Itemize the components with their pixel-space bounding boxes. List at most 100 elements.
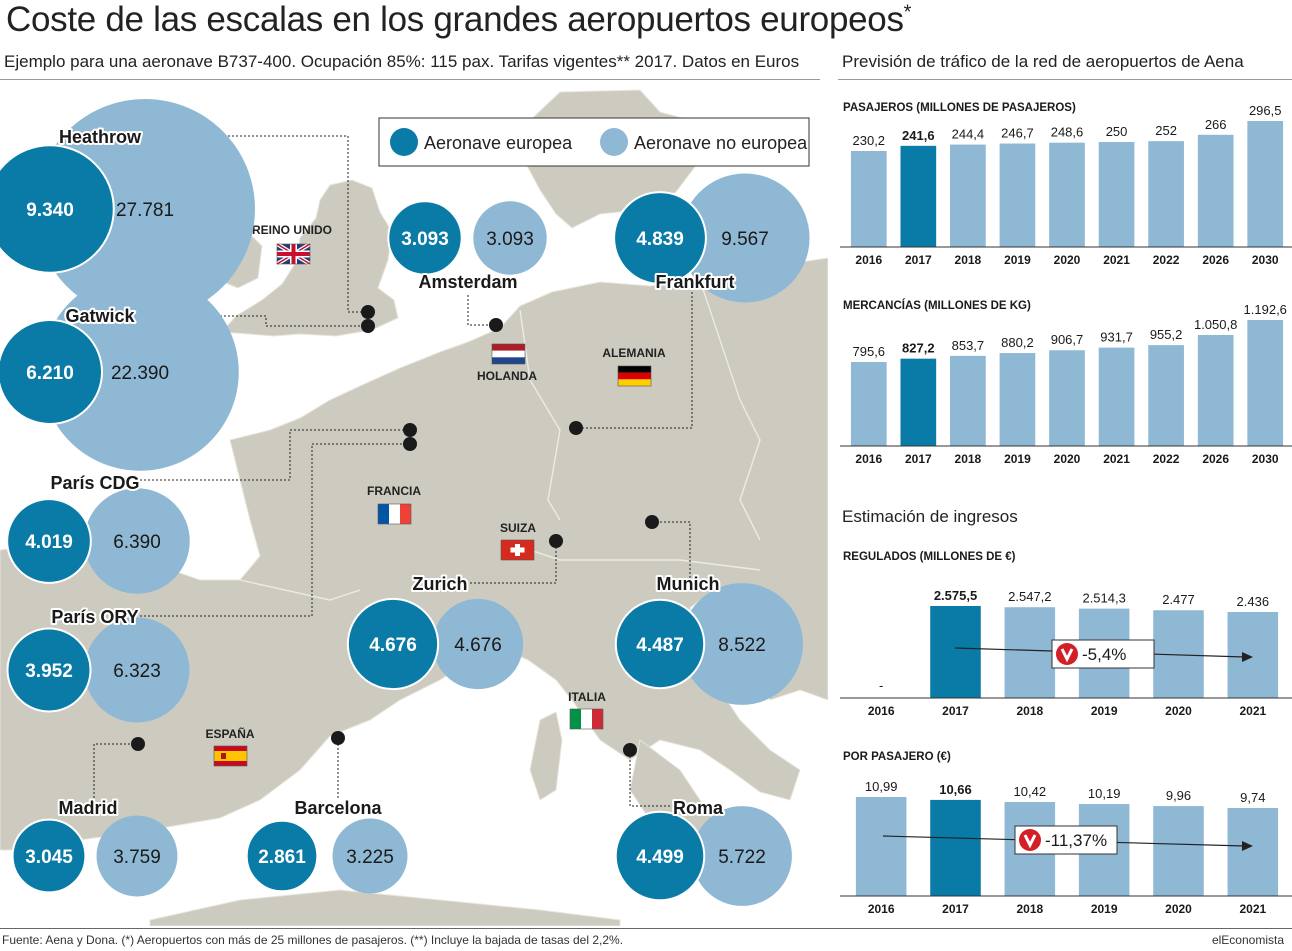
chart-mercancias-value-2017: 827,2 (902, 341, 935, 356)
bubble-non-european-frankfurt (680, 173, 810, 303)
bubble-non-european-zurich (432, 598, 524, 690)
dot-parisory (403, 437, 417, 451)
country-label-uk: REINO UNIDO (252, 223, 332, 237)
chart-regulados-trend-label: -5,4% (1082, 645, 1126, 664)
chart-regulados-value-2016: - (879, 678, 883, 693)
arrow-right-icon (1242, 652, 1253, 662)
chart-pasajeros-category-2016: 2016 (855, 253, 882, 267)
bubble-non-european-label-roma: 5.722 (718, 847, 766, 868)
chart-mercancias: MERCANCÍAS (MILLONES DE KG) 795,6 2016 827,… (840, 299, 1292, 466)
chart-mercancias-bar-2016 (850, 362, 887, 446)
leader-amsterdam (467, 295, 496, 326)
airport-parsory: 6.323 3.952 París ORY (6, 605, 190, 723)
bubble-european-label-zurich: 4.676 (369, 635, 417, 656)
bubble-european-label-heathrow: 9.340 (26, 200, 74, 221)
chart-pasajeros-category-2019: 2019 (1004, 253, 1031, 267)
country-de-flag-icon (617, 365, 652, 387)
bubble-non-european-label-frankfurt: 9.567 (721, 229, 769, 250)
chart-mercancias-value-2018: 853,7 (952, 338, 985, 353)
dot-heathrow (361, 305, 375, 319)
border-de-east (699, 279, 761, 541)
chart-mercancias-category-2030: 2030 (1252, 452, 1279, 466)
dot-frankfurt (569, 421, 583, 435)
down-arrow-icon (1056, 643, 1078, 665)
chart-pasajeros-bar-2021 (1098, 142, 1135, 247)
footer-divider (0, 928, 1292, 929)
chart-regulados-value-2020: 2.477 (1162, 592, 1195, 607)
chart-pasajeros-value-2016: 230,2 (853, 133, 886, 148)
airport-madrid: 3.759 3.045 Madrid (11, 796, 178, 897)
bubble-layer: 27.781 9.340 Heathrow 22.390 6.210 Gatwick 6.3… (0, 99, 810, 906)
bubble-european-munich (614, 598, 706, 690)
bubble-non-european-roma (692, 806, 792, 906)
legend-non-european-swatch (600, 128, 628, 156)
bubble-non-european-label-parsory: 6.323 (113, 661, 161, 682)
legend: Aeronave europea Aeronave no europea (378, 117, 810, 167)
chart-pasajeros-value-2022: 252 (1155, 123, 1177, 138)
chart-mercancias-bar-2018 (950, 355, 986, 446)
bubble-european-madrid (11, 818, 87, 894)
chart-porpasajero-trend: -11,37% (882, 825, 1253, 855)
bubble-non-european-label-madrid: 3.759 (113, 847, 161, 868)
bubble-european-roma (614, 810, 706, 902)
chart-mercancias-value-2030: 1.192,6 (1244, 302, 1287, 317)
country-nl-flag-icon (491, 343, 526, 365)
airport-amsterdam: 3.093 3.093 Amsterdam (387, 200, 547, 294)
chart-regulados-category-2021: 2021 (1239, 704, 1266, 718)
dot-amsterdam (489, 318, 503, 332)
chart-mercancias-title: MERCANCÍAS (MILLONES DE KG) (843, 299, 1031, 312)
title-divider (0, 79, 820, 80)
traffic-section-title: Previsión de tráfico de la red de aeropu… (842, 52, 1244, 71)
country-uk-flag-icon (275, 242, 312, 266)
leader-roma (629, 750, 674, 807)
map-africa (149, 889, 621, 926)
bubble-european-label-roma: 4.499 (636, 847, 684, 868)
chart-pasajeros-bar-2030 (1247, 121, 1284, 247)
bubble-european-label-barcelona: 2.861 (258, 847, 306, 868)
chart-pasajeros-bar-2017 (900, 145, 937, 247)
map-sardinia (529, 711, 563, 801)
chart-porpasajero-category-2021: 2021 (1239, 902, 1266, 916)
legend-european-swatch (390, 128, 418, 156)
country-it-flag-icon (569, 708, 604, 730)
chart-porpasajero-value-2020: 9,96 (1166, 788, 1191, 803)
chart-porpasajero-title: POR PASAJERO (€) (843, 751, 951, 763)
bubble-non-european-heathrow (35, 99, 255, 319)
country-label-nl: HOLANDA (477, 369, 537, 383)
chart-mercancias-category-2017: 2017 (905, 452, 932, 466)
title-footnote-mark: * (903, 1, 912, 24)
chart-regulados: REGULADOS (MILLONES DE €) - 2016 2.575,5 201… (840, 551, 1292, 718)
dot-barcelona (331, 731, 345, 745)
leader-madrid (93, 743, 138, 798)
chart-mercancias-value-2020: 906,7 (1051, 332, 1084, 347)
chart-porpasajero-category-2020: 2020 (1165, 902, 1192, 916)
airport-name-parscdg: París CDG (50, 473, 139, 493)
arrow-right-icon (1242, 841, 1253, 851)
chart-porpasajero-value-2019: 10,19 (1088, 786, 1121, 801)
chart-regulados-category-2018: 2018 (1016, 704, 1043, 718)
chart-pasajeros-category-2026: 2026 (1202, 253, 1229, 267)
chart-pasajeros-category-2030: 2030 (1252, 253, 1279, 267)
country-label-es: ESPAÑA (205, 726, 254, 741)
airport-parscdg: 6.390 4.019 París CDG (6, 471, 190, 594)
chart-regulados-bar-2017 (930, 606, 981, 698)
leader-parisory (140, 443, 410, 617)
chart-porpasajero-value-2016: 10,99 (865, 779, 898, 794)
chart-porpasajero-value-2017: 10,66 (939, 782, 972, 797)
dot-gatwick (361, 319, 375, 333)
chart-porpasajero-value-2021: 9,74 (1240, 790, 1265, 805)
income-section-title: Estimación de ingresos (842, 507, 1018, 526)
airport-gatwick: 22.390 6.210 Gatwick (0, 273, 239, 471)
airport-name-amsterdam: Amsterdam (418, 272, 517, 292)
chart-porpasajero-category-2016: 2016 (868, 902, 895, 916)
chart-regulados-category-2020: 2020 (1165, 704, 1192, 718)
chart-pasajeros-bar-2022 (1148, 141, 1184, 247)
chart-porpasajero-category-2019: 2019 (1091, 902, 1118, 916)
airport-cost-map: REINO UNIDO HOLANDA ALEMANIA FRANCIA SUIZA IT… (0, 89, 828, 926)
chart-pasajeros-value-2026: 266 (1205, 117, 1227, 132)
airport-name-gatwick: Gatwick (65, 306, 135, 326)
chart-mercancias-category-2016: 2016 (855, 452, 882, 466)
dot-roma (623, 743, 637, 757)
bubble-european-label-madrid: 3.045 (25, 847, 73, 868)
bubble-non-european-label-munich: 8.522 (718, 635, 766, 656)
